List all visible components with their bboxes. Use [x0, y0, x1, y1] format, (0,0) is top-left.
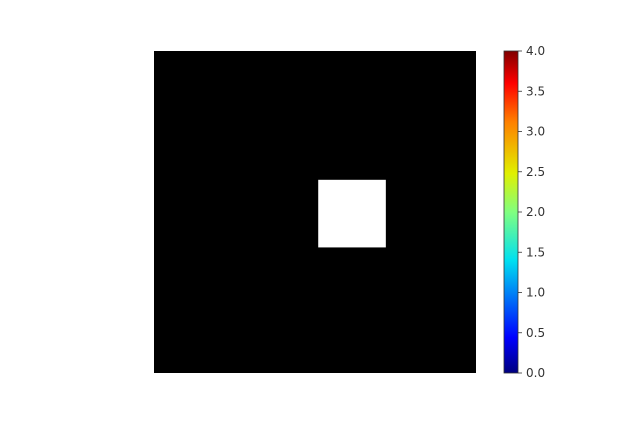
- colorbar-tick-label: 1.5: [526, 245, 545, 259]
- colorbar-tick-label: 2.5: [526, 165, 545, 179]
- colorbar-tick-label: 0.5: [526, 326, 545, 340]
- colorbar-tick-label: 3.5: [526, 84, 545, 98]
- colorbar-tick-label: 2.0: [526, 205, 545, 219]
- colorbar-tick-label: 1.0: [526, 286, 545, 300]
- image-highlight-square: [318, 179, 386, 248]
- colorbar-tick-label: 0.0: [526, 366, 545, 380]
- colorbar-gradient: [503, 50, 519, 374]
- colorbar-tick-label: 3.0: [526, 125, 545, 139]
- colorbar-ticks: 0.0 0.5 1.0 1.5 2.0 2.5 3.0 3.5 4.0: [518, 44, 545, 380]
- colorbar-tick-label: 4.0: [526, 44, 545, 58]
- colorbar: 0.0 0.5 1.0 1.5 2.0 2.5 3.0 3.5 4.0: [503, 44, 545, 380]
- image-background: [154, 51, 476, 373]
- image-plot-area: [154, 51, 476, 373]
